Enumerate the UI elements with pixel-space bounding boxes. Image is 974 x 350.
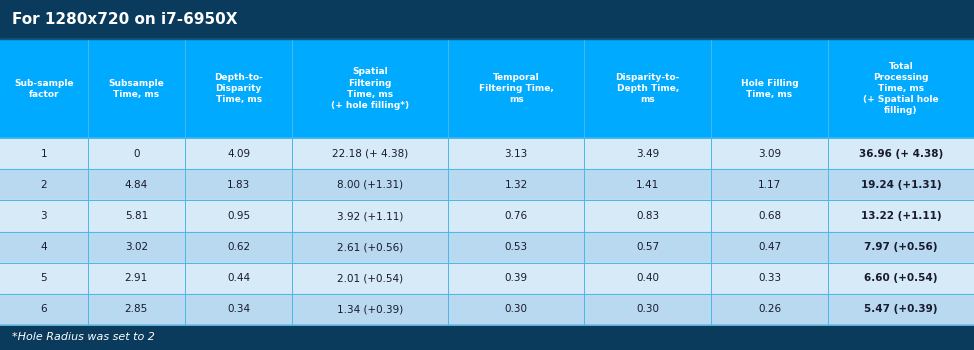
Text: 3.49: 3.49 (636, 149, 659, 159)
Text: 0.62: 0.62 (227, 242, 250, 252)
Text: 8.00 (+1.31): 8.00 (+1.31) (337, 180, 403, 190)
Text: Total
Processing
Time, ms
(+ Spatial hole
filling): Total Processing Time, ms (+ Spatial hol… (863, 62, 939, 115)
Text: 7.97 (+0.56): 7.97 (+0.56) (864, 242, 938, 252)
Text: 1.32: 1.32 (505, 180, 528, 190)
Text: 0.47: 0.47 (758, 242, 781, 252)
Text: 3: 3 (41, 211, 47, 221)
Text: 5.47 (+0.39): 5.47 (+0.39) (864, 304, 938, 314)
Text: Sub-sample
factor: Sub-sample factor (14, 78, 74, 99)
Text: 5: 5 (41, 273, 47, 283)
Text: 1.17: 1.17 (758, 180, 781, 190)
Text: 3.09: 3.09 (758, 149, 781, 159)
Text: 3.02: 3.02 (125, 242, 148, 252)
Text: 6.60 (+0.54): 6.60 (+0.54) (864, 273, 938, 283)
Text: 0.33: 0.33 (758, 273, 781, 283)
Text: 0.76: 0.76 (505, 211, 528, 221)
Text: 0.40: 0.40 (636, 273, 659, 283)
Text: 0.34: 0.34 (227, 304, 250, 314)
Text: 1.83: 1.83 (227, 180, 250, 190)
Text: 2.01 (+0.54): 2.01 (+0.54) (337, 273, 403, 283)
Text: 6: 6 (41, 304, 47, 314)
Text: Temporal
Filtering Time,
ms: Temporal Filtering Time, ms (479, 73, 553, 104)
Text: 0.57: 0.57 (636, 242, 659, 252)
Text: 36.96 (+ 4.38): 36.96 (+ 4.38) (859, 149, 943, 159)
Text: 0.68: 0.68 (758, 211, 781, 221)
Text: 3.13: 3.13 (505, 149, 528, 159)
Text: 13.22 (+1.11): 13.22 (+1.11) (861, 211, 941, 221)
Text: Spatial
Filtering
Time, ms
(+ hole filling*): Spatial Filtering Time, ms (+ hole filli… (331, 68, 409, 110)
Text: 1: 1 (41, 149, 47, 159)
Text: 0.39: 0.39 (505, 273, 528, 283)
Text: 0.30: 0.30 (636, 304, 659, 314)
Text: 19.24 (+1.31): 19.24 (+1.31) (861, 180, 941, 190)
Text: 0.30: 0.30 (505, 304, 528, 314)
Text: 0.26: 0.26 (758, 304, 781, 314)
Text: 2: 2 (41, 180, 47, 190)
Text: 0: 0 (133, 149, 139, 159)
Text: 4.09: 4.09 (227, 149, 250, 159)
Text: 4.84: 4.84 (125, 180, 148, 190)
Text: 5.81: 5.81 (125, 211, 148, 221)
Text: Disparity-to-
Depth Time,
ms: Disparity-to- Depth Time, ms (616, 73, 680, 104)
Text: For 1280x720 on i7-6950X: For 1280x720 on i7-6950X (12, 12, 238, 27)
Text: 1.41: 1.41 (636, 180, 659, 190)
Text: 3.92 (+1.11): 3.92 (+1.11) (337, 211, 403, 221)
Text: Subsample
Time, ms: Subsample Time, ms (108, 78, 165, 99)
Text: 22.18 (+ 4.38): 22.18 (+ 4.38) (332, 149, 408, 159)
Text: *Hole Radius was set to 2: *Hole Radius was set to 2 (12, 332, 155, 342)
Text: 1.34 (+0.39): 1.34 (+0.39) (337, 304, 403, 314)
Text: Depth-to-
Disparity
Time, ms: Depth-to- Disparity Time, ms (214, 73, 263, 104)
Text: 0.83: 0.83 (636, 211, 659, 221)
Text: 0.44: 0.44 (227, 273, 250, 283)
Text: Hole Filling
Time, ms: Hole Filling Time, ms (740, 78, 799, 99)
Text: 2.85: 2.85 (125, 304, 148, 314)
Text: 4: 4 (41, 242, 47, 252)
Text: 2.91: 2.91 (125, 273, 148, 283)
Text: 2.61 (+0.56): 2.61 (+0.56) (337, 242, 403, 252)
Text: 0.53: 0.53 (505, 242, 528, 252)
Text: 0.95: 0.95 (227, 211, 250, 221)
